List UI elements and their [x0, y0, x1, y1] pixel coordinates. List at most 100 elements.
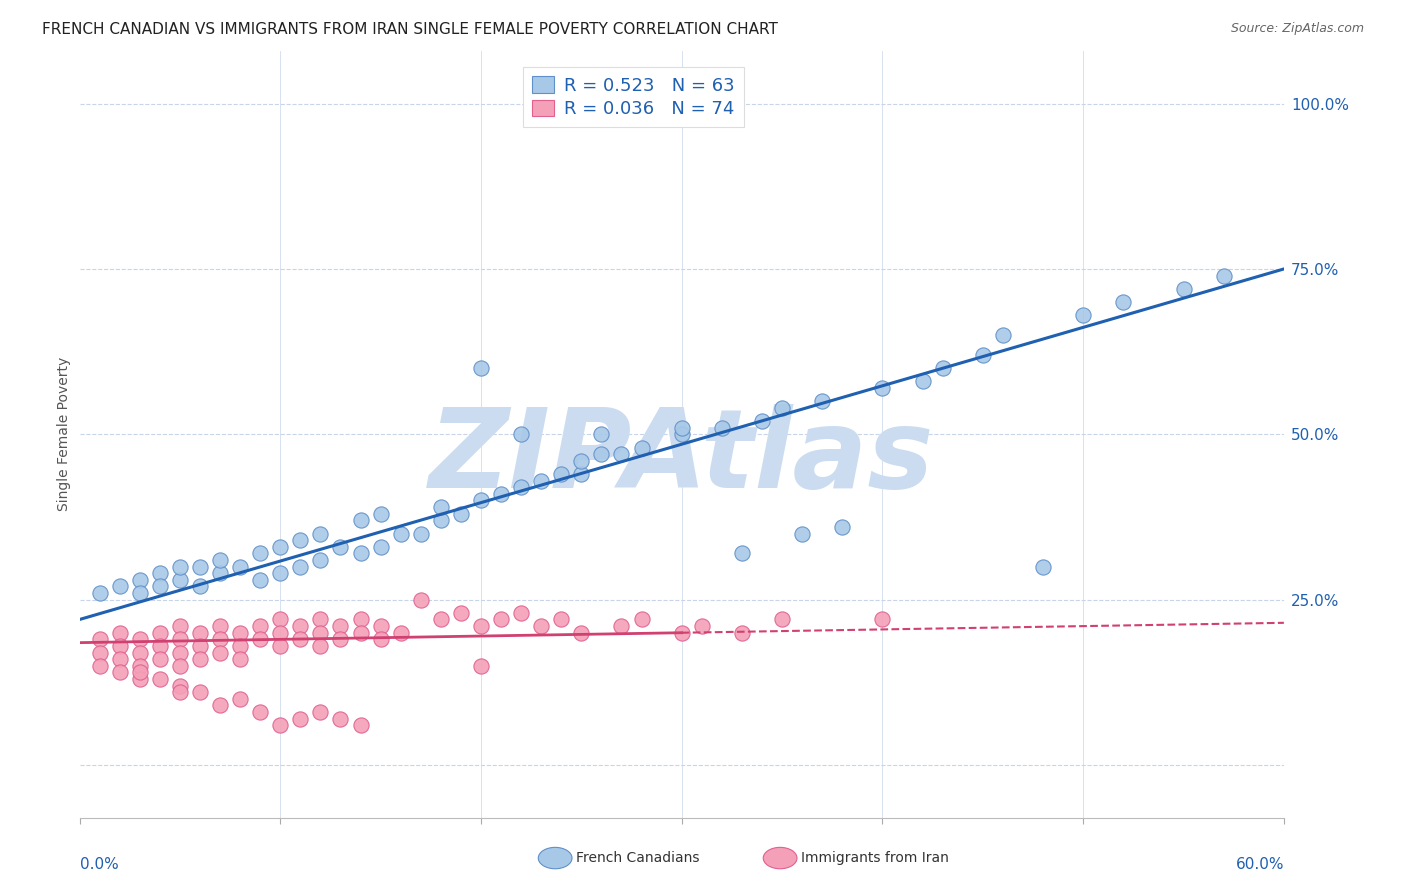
Point: [208, 646, 231, 660]
Point: [169, 679, 191, 693]
Point: [249, 546, 271, 560]
Point: [188, 559, 211, 574]
Point: [169, 573, 191, 587]
Point: [89, 632, 111, 647]
Point: [149, 566, 172, 581]
Point: [450, 507, 472, 521]
Point: [169, 619, 191, 633]
Point: [208, 619, 231, 633]
Point: [169, 559, 191, 574]
Point: [128, 658, 150, 673]
Point: [309, 705, 332, 719]
Point: [389, 526, 412, 541]
Point: [671, 427, 693, 442]
Point: [630, 613, 652, 627]
Point: [229, 652, 252, 666]
Point: [188, 625, 211, 640]
Point: [770, 613, 793, 627]
Point: [269, 540, 291, 554]
Point: [470, 658, 492, 673]
Point: [169, 658, 191, 673]
Point: [269, 566, 291, 581]
Point: [349, 613, 371, 627]
Point: [530, 474, 553, 488]
Point: [751, 414, 773, 428]
Point: [370, 507, 392, 521]
Point: [389, 625, 412, 640]
Point: [550, 467, 572, 481]
Point: [470, 619, 492, 633]
Point: [489, 487, 512, 501]
Point: [792, 526, 814, 541]
Point: [108, 652, 131, 666]
Point: [430, 500, 453, 514]
Point: [329, 712, 352, 726]
Point: [309, 553, 332, 567]
Point: [872, 613, 894, 627]
Point: [149, 672, 172, 686]
Point: [169, 646, 191, 660]
Point: [290, 619, 312, 633]
Point: [591, 447, 613, 461]
Point: [290, 712, 312, 726]
Point: [610, 447, 633, 461]
Text: Immigrants from Iran: Immigrants from Iran: [801, 851, 949, 865]
Point: [510, 480, 533, 494]
Point: [409, 592, 432, 607]
Point: [470, 361, 492, 376]
Point: [169, 685, 191, 699]
Point: [229, 691, 252, 706]
Point: [349, 625, 371, 640]
Point: [770, 401, 793, 415]
Point: [991, 328, 1014, 343]
Point: [249, 632, 271, 647]
Point: [409, 526, 432, 541]
Point: [269, 639, 291, 653]
Point: [208, 698, 231, 713]
Point: [510, 427, 533, 442]
Point: [108, 665, 131, 680]
Point: [188, 639, 211, 653]
Text: French Canadians: French Canadians: [576, 851, 700, 865]
Point: [489, 613, 512, 627]
Point: [208, 566, 231, 581]
Text: Source: ZipAtlas.com: Source: ZipAtlas.com: [1230, 22, 1364, 36]
Point: [329, 540, 352, 554]
Point: [108, 639, 131, 653]
Point: [610, 619, 633, 633]
Point: [229, 559, 252, 574]
Point: [872, 381, 894, 395]
Point: [370, 632, 392, 647]
Point: [972, 348, 994, 362]
Point: [229, 625, 252, 640]
Text: ZIPAtlas: ZIPAtlas: [429, 404, 935, 511]
Text: 60.0%: 60.0%: [1236, 857, 1284, 871]
Point: [430, 613, 453, 627]
Text: 0.0%: 0.0%: [80, 857, 118, 871]
Point: [208, 632, 231, 647]
Point: [208, 553, 231, 567]
Point: [329, 632, 352, 647]
Point: [831, 520, 853, 534]
Point: [290, 632, 312, 647]
Point: [630, 441, 652, 455]
Point: [149, 652, 172, 666]
Point: [108, 625, 131, 640]
Point: [591, 427, 613, 442]
Point: [671, 420, 693, 434]
Point: [349, 546, 371, 560]
Point: [188, 652, 211, 666]
Point: [811, 394, 834, 409]
Point: [510, 606, 533, 620]
Point: [1173, 282, 1195, 296]
Point: [349, 513, 371, 527]
Point: [710, 420, 733, 434]
Point: [149, 579, 172, 593]
Point: [1212, 268, 1234, 283]
Point: [911, 375, 934, 389]
Point: [108, 579, 131, 593]
Legend: R = 0.523   N = 63, R = 0.036   N = 74: R = 0.523 N = 63, R = 0.036 N = 74: [523, 68, 744, 128]
Point: [569, 467, 592, 481]
Point: [128, 646, 150, 660]
Point: [269, 613, 291, 627]
